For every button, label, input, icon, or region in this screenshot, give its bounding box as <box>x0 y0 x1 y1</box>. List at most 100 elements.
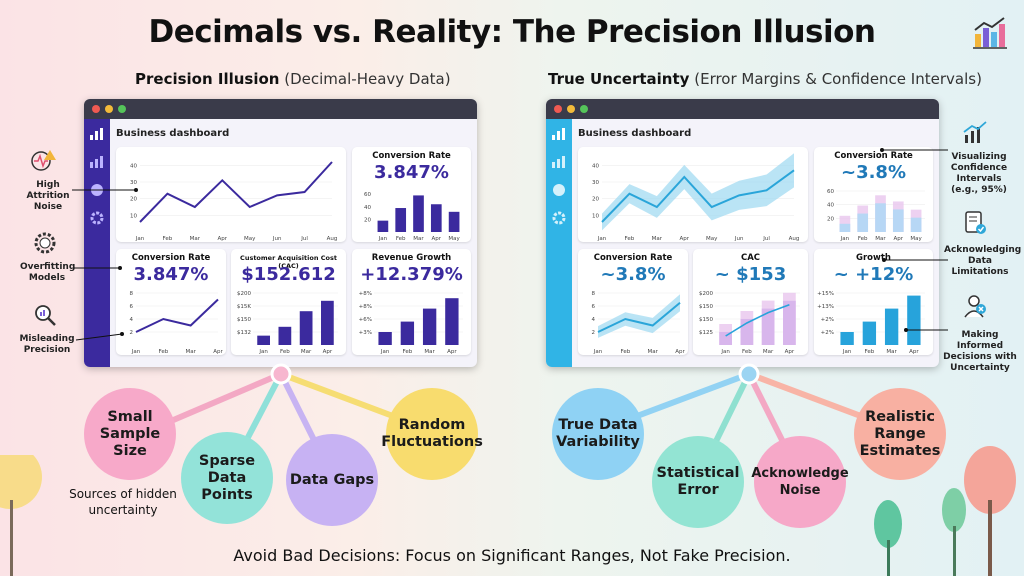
x-tick-label: Apr <box>323 349 333 355</box>
y-tick-label: +3% <box>359 330 372 336</box>
x-tick-label: Feb <box>396 236 406 242</box>
gear-icon[interactable] <box>552 211 566 225</box>
y-tick-label: $132 <box>237 330 251 336</box>
right-main-area-chart: Jan Feb Mar Apr May Jun Jul Aug 10 20 30 40 <box>592 153 799 242</box>
globe-icon[interactable] <box>552 183 566 197</box>
x-tick-label: Apr <box>909 349 919 355</box>
right-side-label-decisions: Making Informed Decisions with Uncertain… <box>943 330 1017 373</box>
right-conversion-bar-chart: 20 40 60 Jan Feb Mar Apr May <box>827 189 925 242</box>
x-tick-label: Feb <box>742 349 752 355</box>
y-tick-label: 4 <box>130 317 134 323</box>
bubble-sparse-data-points: Sparse Data Points <box>181 432 273 524</box>
card-title: Customer Acquisition Cost (CAC) <box>240 254 337 270</box>
bar <box>839 223 851 232</box>
x-tick-label: Jan <box>593 349 603 355</box>
trend-line <box>725 304 790 337</box>
y-tick-label: 60 <box>364 192 371 198</box>
x-tick-label: Apr <box>213 349 223 355</box>
y-tick-label: 10 <box>592 213 599 219</box>
bar <box>278 326 292 345</box>
x-tick-label: Mar <box>886 349 897 355</box>
left-main-chart-card: Jan Feb Mar Apr May Jun Jul Aug 10 20 30 40 <box>116 147 346 242</box>
left-growth-bar-chart: +3% +6% +8% +8% Jan Feb Mar Apr <box>359 291 463 355</box>
right-side-label-limitations: Acknowledging Data Limitations <box>944 245 1022 277</box>
y-tick-label: 10 <box>130 213 137 219</box>
left-cac-bar-chart: $132 $150 $15K $200 Jan Feb Mar Apr <box>237 291 338 355</box>
bar <box>422 308 437 345</box>
right-side-label-intervals: Visualizing Confidence Intervals (e.g., … <box>950 152 1008 195</box>
left-conversion-line-chart: Jan Feb Mar Apr 2 4 6 8 <box>130 291 224 355</box>
bar <box>910 217 922 232</box>
x-tick-label: Mar <box>301 349 312 355</box>
series-line <box>601 169 795 223</box>
left-side-label-overfitting: Overfitting Models <box>20 262 76 283</box>
bar <box>875 203 886 232</box>
bubble-random-fluctuations: Random Fluctuations <box>381 388 483 480</box>
y-tick-label: +13% <box>817 304 834 310</box>
right-conversion-area-chart: Jan Feb Mar Apr 2 4 6 8 <box>592 291 686 355</box>
bar-icon[interactable] <box>89 155 105 169</box>
y-tick-label: 20 <box>827 216 834 222</box>
close-dot[interactable] <box>92 105 100 113</box>
x-tick-label: Jan <box>380 349 390 355</box>
bar <box>884 308 899 345</box>
bar-chart-icon <box>973 17 1007 49</box>
y-tick-label: $200 <box>699 291 713 297</box>
page-title: Decimals vs. Reality: The Precision Illu… <box>148 14 876 50</box>
y-tick-label: 30 <box>592 180 599 186</box>
y-tick-label: +15% <box>817 291 834 297</box>
maximize-dot[interactable] <box>580 105 588 113</box>
x-tick-label: Feb <box>858 236 868 242</box>
y-tick-label: 20 <box>592 197 599 203</box>
x-tick-label: May <box>448 236 460 242</box>
x-tick-label: Apr <box>785 349 795 355</box>
y-tick-label: 40 <box>827 203 834 209</box>
card-title: Revenue Growth <box>371 253 452 263</box>
trend-chart-icon <box>963 121 987 143</box>
x-tick-label: Jul <box>762 236 770 242</box>
maximize-dot[interactable] <box>118 105 126 113</box>
y-tick-label: 60 <box>827 189 834 195</box>
x-tick-label: Jan <box>597 236 607 242</box>
bar <box>840 332 854 345</box>
bar <box>719 332 732 345</box>
x-tick-label: Feb <box>620 349 630 355</box>
bar <box>783 300 796 345</box>
right-cac-card: CAC ~ $153 $125 $150 $150 $200 Jan Feb Mar Apr <box>693 249 808 355</box>
card-title: CAC <box>740 253 761 263</box>
right-heading-bold: True Uncertainty <box>548 70 690 88</box>
bar <box>430 204 442 232</box>
analytics-icon[interactable] <box>551 127 567 141</box>
bar-icon[interactable] <box>551 155 567 169</box>
card-title: Conversion Rate <box>131 253 211 263</box>
left-window-titlebar <box>84 99 477 119</box>
bar <box>400 321 415 345</box>
x-tick-label: Apr <box>675 349 685 355</box>
decorative-sun <box>0 455 42 576</box>
right-conversion-card: Conversion Rate ~3.8% Jan Feb Mar Apr 2 4 6 8 <box>578 249 688 355</box>
x-tick-label: Aug <box>327 236 338 242</box>
card-value: ~3.8% <box>840 162 906 183</box>
left-heading-light: (Decimal-Heavy Data) <box>284 70 451 88</box>
bar <box>377 220 389 232</box>
gear-icon[interactable] <box>90 211 104 225</box>
right-cac-bar-chart: $125 $150 $150 $200 Jan Feb Mar Apr <box>699 291 800 355</box>
x-tick-label: Jan <box>258 349 268 355</box>
series-line <box>597 301 681 333</box>
y-tick-label: 40 <box>592 163 599 169</box>
card-value: ~ $153 <box>714 264 787 285</box>
bar <box>413 195 424 232</box>
card-title: Conversion Rate <box>593 253 673 263</box>
bar <box>257 335 270 345</box>
x-tick-label: Mar <box>190 236 201 242</box>
right-window-titlebar <box>546 99 939 119</box>
minimize-dot[interactable] <box>105 105 113 113</box>
analytics-icon[interactable] <box>89 127 105 141</box>
pulse-warning-icon <box>31 150 56 171</box>
minimize-dot[interactable] <box>567 105 575 113</box>
x-tick-label: Feb <box>158 349 168 355</box>
x-tick-label: Mar <box>413 236 424 242</box>
close-dot[interactable] <box>554 105 562 113</box>
x-tick-label: Jun <box>272 236 282 242</box>
y-tick-label: 40 <box>130 163 137 169</box>
